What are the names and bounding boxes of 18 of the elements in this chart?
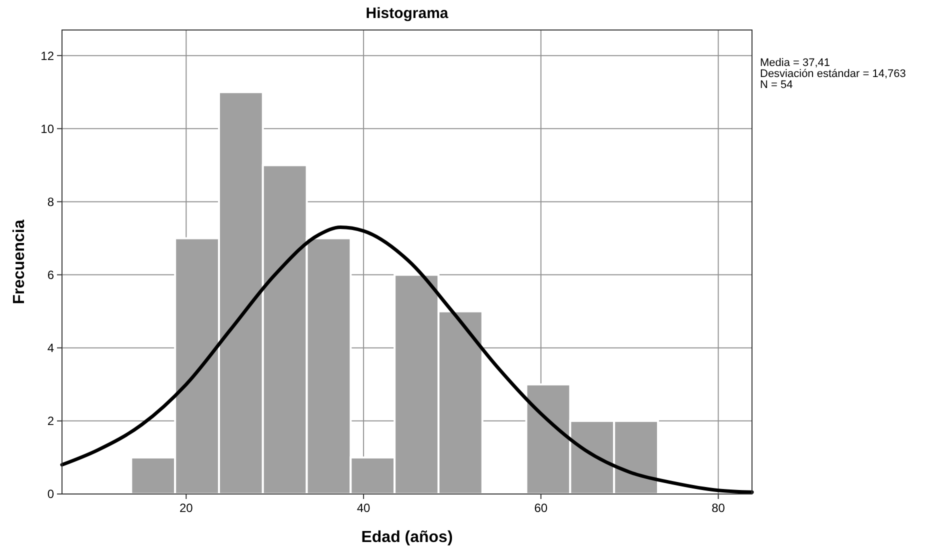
text: Media = 37,41 (760, 57, 830, 69)
x-axis-title: Edad (años) (361, 529, 453, 546)
x-tick-label: 60 (534, 501, 548, 515)
y-tick-label: 6 (47, 268, 54, 282)
x-tick-label: 20 (179, 501, 194, 515)
line-series (60, 226, 754, 494)
y-axis-title: Frecuencia (11, 220, 28, 304)
y-tick-label: 4 (47, 341, 54, 356)
y-tick-label: 8 (47, 194, 54, 209)
x-tick-label: 40 (356, 501, 371, 515)
y-tick-label: 10 (40, 122, 54, 136)
text: N = 54 (760, 79, 793, 91)
text: Desviación estándar = 14,763 (760, 68, 906, 80)
x-tick-label: 80 (712, 501, 726, 515)
y-tick-label: 12 (40, 48, 54, 63)
y-tick-label: 2 (47, 414, 54, 428)
chart-title: Histograma (366, 5, 449, 22)
y-tick-label: 0 (47, 487, 54, 502)
